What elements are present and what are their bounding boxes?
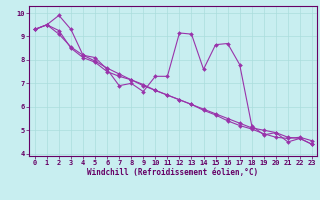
X-axis label: Windchill (Refroidissement éolien,°C): Windchill (Refroidissement éolien,°C) [87,168,258,177]
